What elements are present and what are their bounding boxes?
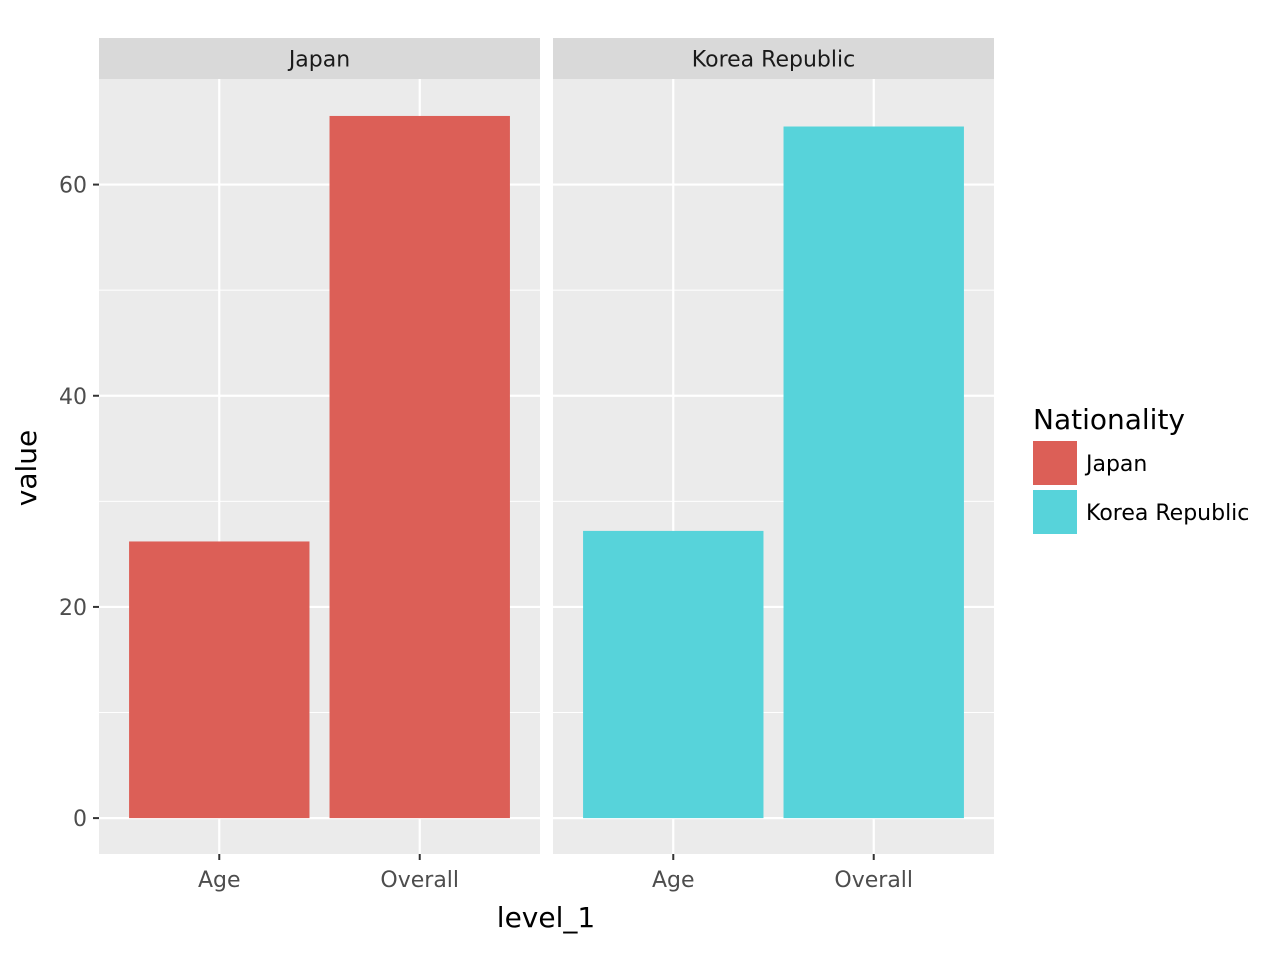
facet-panel: Age Overall Japan <box>99 38 540 893</box>
facet-strip <box>553 38 994 79</box>
facet-strip-label: Korea Republic <box>692 48 855 73</box>
facet-strip-label: Japan <box>287 48 350 73</box>
legend-title: Nationality <box>1033 403 1185 436</box>
legend-key <box>1033 441 1077 485</box>
x-tick-label: Overall <box>834 868 913 893</box>
y-tick-label: 20 <box>59 596 87 621</box>
y-tick-label: 0 <box>73 807 87 832</box>
legend: Nationality Japan Korea Republic <box>1033 403 1249 534</box>
x-tick-label: Age <box>198 868 241 893</box>
x-tick-label: Overall <box>380 868 459 893</box>
y-axis: 0 20 40 60 <box>59 174 99 832</box>
facet-panels: Age Overall Japan Age Overall Korea Republic <box>99 38 994 893</box>
x-axis-title: level_1 <box>497 901 595 934</box>
bar <box>783 126 964 819</box>
legend-key <box>1033 490 1077 534</box>
legend-label: Korea Republic <box>1086 501 1249 526</box>
bar <box>583 530 764 819</box>
x-tick-label: Age <box>652 868 695 893</box>
facet-panel: Age Overall Korea Republic <box>553 38 994 893</box>
y-tick-label: 60 <box>59 174 87 199</box>
facet-strip <box>99 38 540 79</box>
y-tick-label: 40 <box>59 385 87 410</box>
legend-label: Japan <box>1084 452 1147 477</box>
y-axis-title: value <box>10 430 43 506</box>
bar <box>129 541 310 819</box>
bar <box>329 115 510 819</box>
